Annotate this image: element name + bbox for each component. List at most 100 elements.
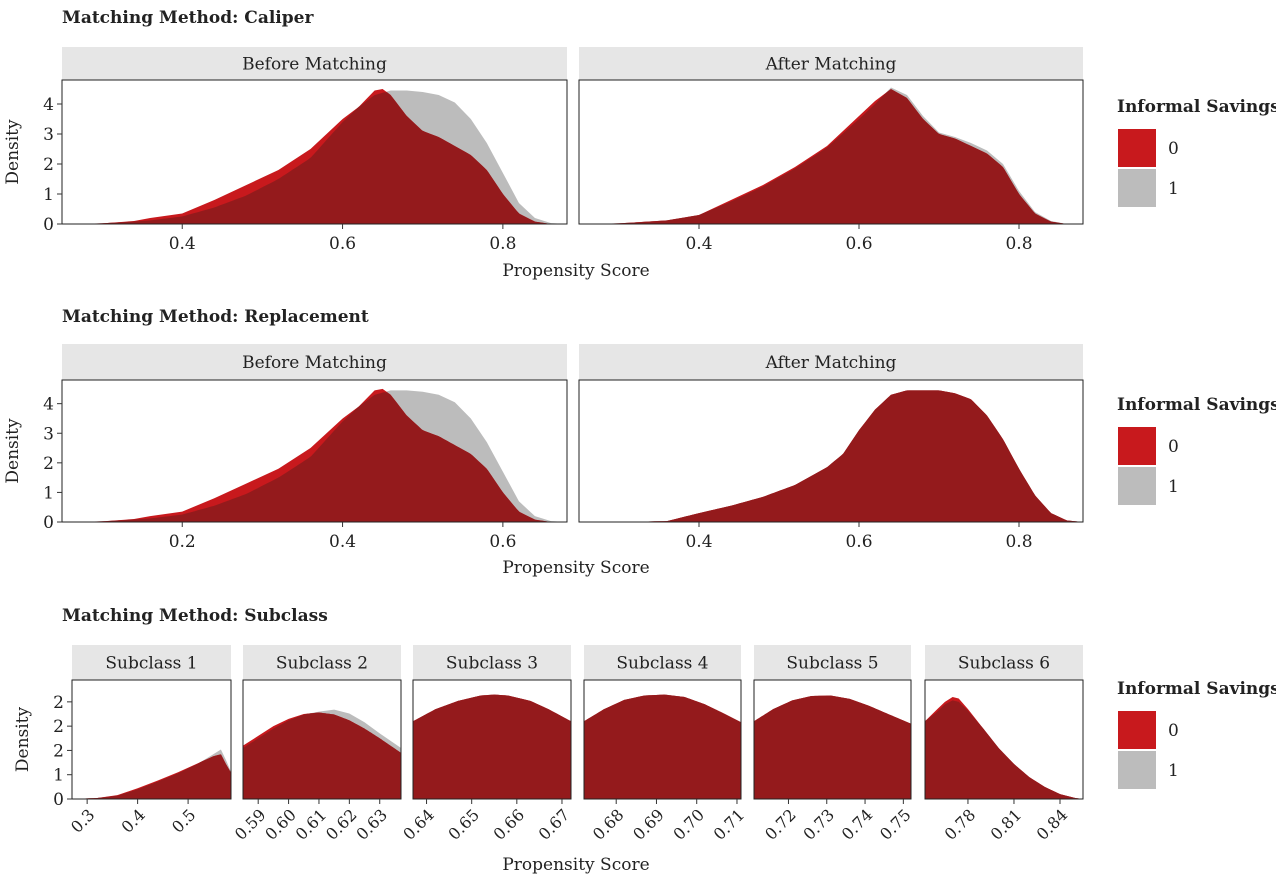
density-area-overlap xyxy=(72,754,231,799)
x-tick-label: 0.68 xyxy=(589,805,628,844)
x-axis-title: Propensity Score xyxy=(502,261,649,281)
x-tick-label: 0.70 xyxy=(669,805,708,844)
x-tick-label: 0.6 xyxy=(845,532,872,552)
density-area-overlap xyxy=(579,390,1083,522)
x-tick-label: 0.6 xyxy=(845,234,872,254)
x-tick-label: 0.84 xyxy=(1033,805,1072,844)
x-tick-label: 0.8 xyxy=(1005,234,1032,254)
y-tick-label: 0 xyxy=(43,215,54,235)
y-tick-label: 1 xyxy=(53,766,64,786)
facet-strip-label: Before Matching xyxy=(242,353,387,373)
x-tick-label: 0.5 xyxy=(168,805,199,836)
facet-strip xyxy=(579,344,1083,380)
x-tick-label: 0.4 xyxy=(685,532,712,552)
y-tick-label: 2 xyxy=(53,741,64,761)
legend-key-0 xyxy=(1118,711,1156,749)
legend: Informal Savings 0 1 xyxy=(1117,97,1276,207)
density-area-overlap xyxy=(243,712,401,799)
x-tick-label: 0.71 xyxy=(710,805,749,844)
x-tick-label: 0.4 xyxy=(169,234,196,254)
panel-border xyxy=(578,379,1084,523)
density-areas xyxy=(413,694,571,799)
panel-border xyxy=(242,679,402,800)
facet-strip-label: Before Matching xyxy=(242,55,387,75)
density-areas xyxy=(925,697,1083,799)
x-tick-label: 0.62 xyxy=(322,805,361,844)
panel-border xyxy=(583,679,742,800)
legend: Informal Savings 0 1 xyxy=(1117,395,1276,505)
x-tick-label: 0.65 xyxy=(444,805,483,844)
panel-border xyxy=(412,679,572,800)
x-tick-label: 0.6 xyxy=(329,234,356,254)
y-tick-label: 0 xyxy=(53,790,64,810)
x-tick-label: 0.63 xyxy=(352,805,391,844)
facet-panel: Subclass 4 0.68 0.69 0.70 0.71 xyxy=(583,645,749,844)
facet-panel: Subclass 2 0.590.600.610.620.63 xyxy=(231,645,402,844)
facet-strip-label: Subclass 2 xyxy=(276,654,368,674)
panel-border xyxy=(61,379,568,523)
density-areas xyxy=(584,694,741,799)
y-tick-label: 4 xyxy=(43,95,54,115)
section-title: Matching Method: Subclass xyxy=(62,606,328,626)
facet-panel: After Matching 0.4 0.6 0.8 xyxy=(578,47,1084,254)
facet-strip xyxy=(72,645,231,680)
facet-strip xyxy=(62,344,567,380)
facet-strip xyxy=(62,47,567,80)
facet-panel: Subclass 3 0.64 0.65 0.66 0.67 xyxy=(399,645,573,844)
y-axis-title: Density xyxy=(3,119,23,185)
legend-label-0: 0 xyxy=(1168,721,1179,741)
density-area-overlap xyxy=(925,700,1083,799)
density-areas xyxy=(579,390,1083,522)
x-tick-label: 0.78 xyxy=(941,805,980,844)
x-tick-label: 0.72 xyxy=(761,805,800,844)
x-tick-label: 0.4 xyxy=(329,532,356,552)
y-tick-label: 3 xyxy=(43,125,54,145)
chart-sections: Matching Method: Caliper Before Matching 0… xyxy=(3,8,1276,875)
density-area-overlap xyxy=(754,695,911,799)
legend-title: Informal Savings xyxy=(1117,395,1276,415)
chart-section-1: Matching Method: Caliper Before Matching 0… xyxy=(3,8,1276,281)
density-areas xyxy=(243,709,401,799)
density-area-overlap xyxy=(584,694,741,799)
x-axis-title: Propensity Score xyxy=(502,558,649,578)
x-tick-label: 0.4 xyxy=(685,234,712,254)
density-area-overlap xyxy=(62,92,567,224)
facet-strip xyxy=(754,645,911,680)
y-tick-label: 2 xyxy=(43,454,54,474)
facet-strip xyxy=(584,645,741,680)
density-area-overlap xyxy=(413,694,571,799)
x-tick-label: 0.6 xyxy=(489,532,516,552)
x-tick-label: 0.59 xyxy=(231,805,270,844)
density-area-overlap xyxy=(62,392,567,522)
x-tick-label: 0.3 xyxy=(67,805,98,836)
section-title: Matching Method: Caliper xyxy=(62,8,314,28)
y-tick-label: 3 xyxy=(43,424,54,444)
y-tick-label: 0 xyxy=(43,513,54,533)
legend-title: Informal Savings xyxy=(1117,679,1276,699)
panel-border xyxy=(71,679,232,800)
y-tick-label: 2 xyxy=(53,717,64,737)
density-areas xyxy=(579,87,1083,224)
facet-strip xyxy=(925,645,1083,680)
facet-strip-label: After Matching xyxy=(765,55,897,75)
panel-border xyxy=(578,79,1084,225)
legend-label-1: 1 xyxy=(1168,477,1179,497)
facet-strip-label: Subclass 5 xyxy=(786,654,878,674)
y-tick-label: 4 xyxy=(43,395,54,415)
x-tick-label: 0.67 xyxy=(535,805,574,844)
x-tick-label: 0.74 xyxy=(838,805,877,844)
chart-section-3: Matching Method: Subclass Subclass 1 0.3 0.… xyxy=(13,606,1276,875)
x-tick-label: 0.81 xyxy=(987,805,1026,844)
x-tick-label: 0.69 xyxy=(629,805,668,844)
panel-border xyxy=(61,79,568,225)
x-tick-label: 0.66 xyxy=(490,805,529,844)
facet-panel: Subclass 5 0.72 0.73 0.74 0.75 xyxy=(753,645,915,844)
y-tick-label: 1 xyxy=(43,185,54,205)
facet-strip-label: After Matching xyxy=(765,353,897,373)
x-axis-title: Propensity Score xyxy=(502,855,649,875)
density-areas xyxy=(72,749,231,799)
legend: Informal Savings 0 1 xyxy=(1117,679,1276,789)
density-areas xyxy=(62,388,567,522)
panel-border xyxy=(753,679,912,800)
